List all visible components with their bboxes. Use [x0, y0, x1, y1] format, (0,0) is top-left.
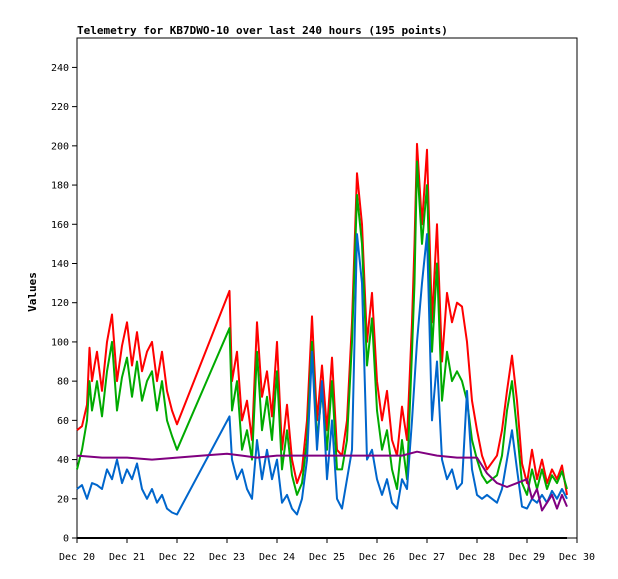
y-tick-label: 180	[51, 181, 69, 192]
series-lines	[76, 142, 568, 539]
y-axis-label: Values	[26, 272, 39, 312]
series-line-series-2	[76, 160, 568, 496]
x-tick-label: Dec 28	[459, 552, 495, 563]
y-tick-label: 140	[51, 259, 69, 270]
x-tick-label: Dec 24	[259, 552, 295, 563]
y-tick-label: 240	[51, 63, 69, 74]
y-tick-label: 220	[51, 102, 69, 113]
series-line-series-3	[76, 233, 568, 516]
x-tick-label: Dec 29	[509, 552, 545, 563]
y-tick-label: 100	[51, 337, 69, 348]
x-tick-label: Dec 27	[409, 552, 445, 563]
series-line-series-1	[76, 142, 568, 496]
y-tick-label: 160	[51, 220, 69, 231]
x-tick-label: Dec 22	[159, 552, 195, 563]
series-line-series-4	[76, 450, 568, 512]
x-tick-label: Dec 30	[559, 552, 595, 563]
x-tick-label: Dec 25	[309, 552, 345, 563]
y-tick-label: 40	[57, 455, 69, 466]
x-axis: Dec 20 Dec 21 Dec 22 Dec 23 Dec 24 Dec 25 Dec …	[59, 538, 595, 563]
y-tick-label: 60	[57, 416, 69, 427]
y-tick-label: 120	[51, 298, 69, 309]
chart-title: Telemetry for KB7DWO-10 over last 240 ho…	[77, 24, 448, 37]
y-tick-label: 0	[63, 534, 69, 545]
x-tick-label: Dec 26	[359, 552, 395, 563]
x-tick-label: Dec 23	[209, 552, 245, 563]
x-tick-label: Dec 20	[59, 552, 95, 563]
x-tick-label: Dec 21	[109, 552, 145, 563]
y-tick-label: 20	[57, 494, 69, 505]
y-axis: 0 20 40 60 80 100 120 140 160 180 200 220 240	[51, 63, 77, 545]
y-tick-label: 80	[57, 377, 69, 388]
y-tick-label: 200	[51, 141, 69, 152]
